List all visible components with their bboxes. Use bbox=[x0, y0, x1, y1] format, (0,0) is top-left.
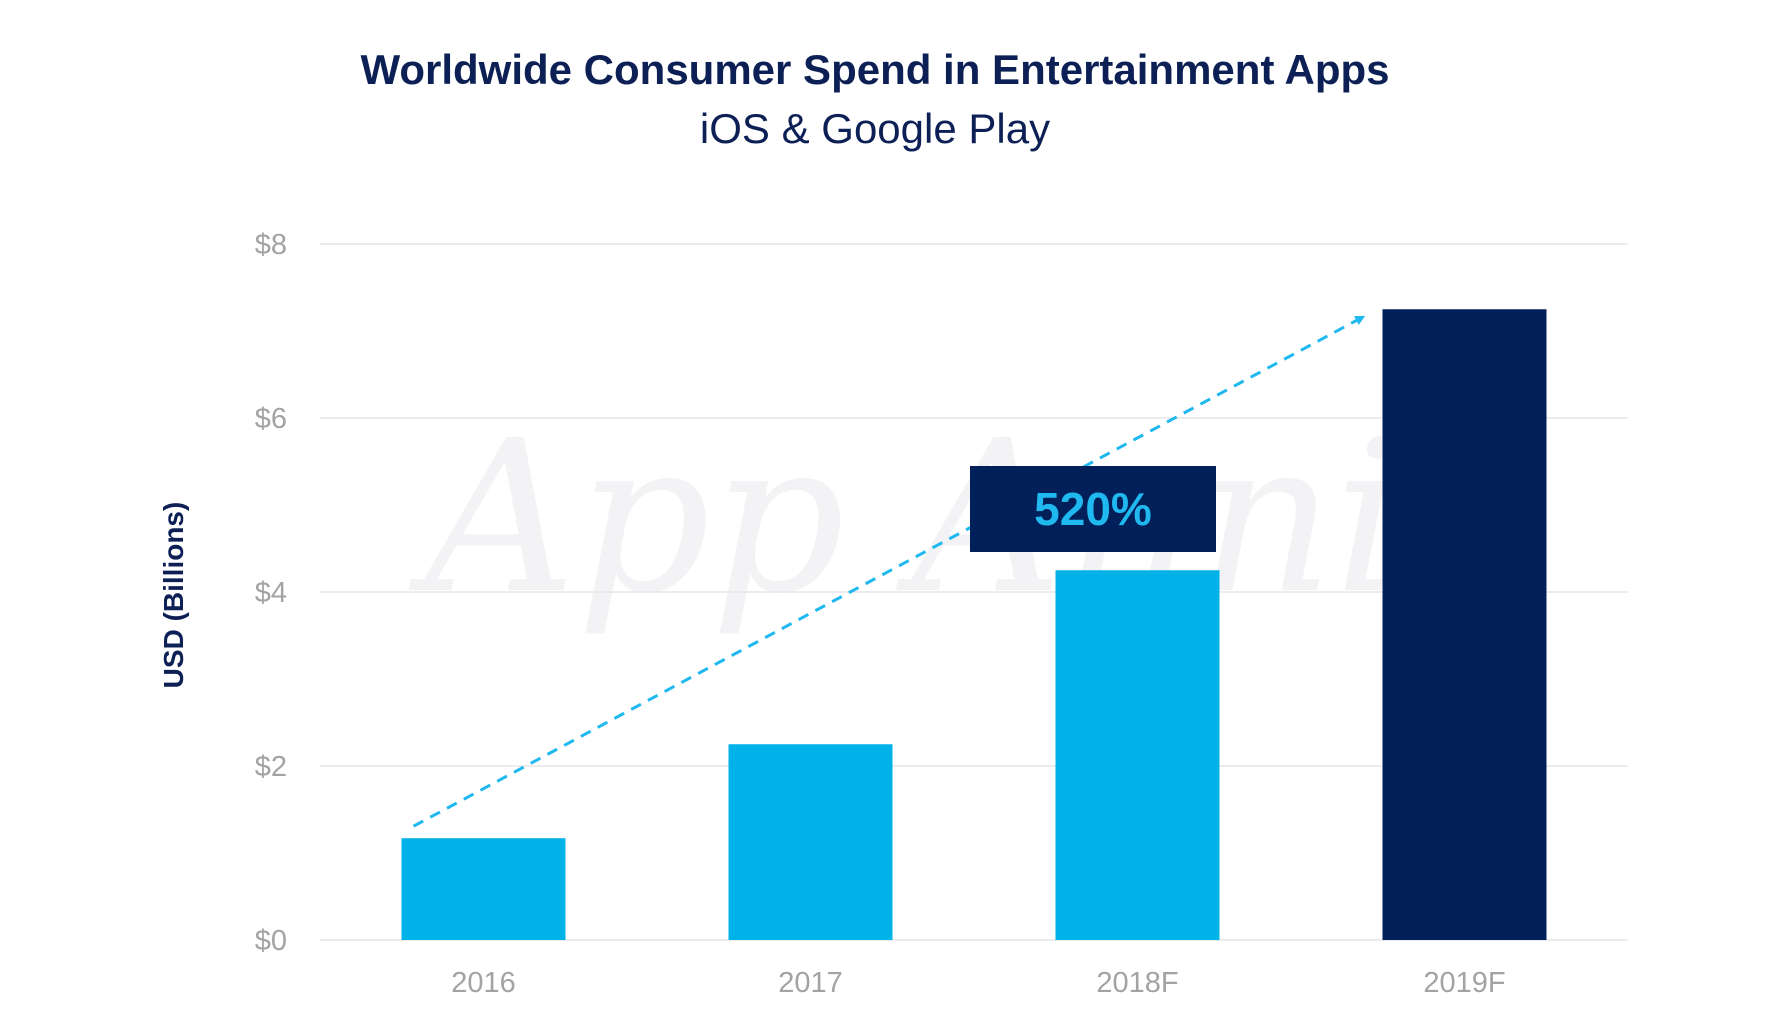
y-tick-label: $8 bbox=[255, 229, 287, 261]
bars bbox=[401, 309, 1547, 940]
x-tick-label: 2016 bbox=[451, 967, 516, 999]
bar-2018F bbox=[1055, 570, 1220, 940]
y-axis-label: USD (Billions) bbox=[158, 502, 189, 689]
y-tick-label: $6 bbox=[255, 403, 287, 435]
bar-2016 bbox=[401, 838, 566, 940]
growth-annotation: 520% bbox=[412, 315, 1366, 828]
x-tick-label: 2019F bbox=[1423, 967, 1505, 999]
y-tick-label: $4 bbox=[255, 577, 287, 609]
chart-title: Worldwide Consumer Spend in Entertainmen… bbox=[360, 46, 1389, 93]
y-tick-label: $2 bbox=[255, 751, 287, 783]
bar-2019F bbox=[1382, 309, 1547, 940]
growth-label-box bbox=[970, 466, 1216, 552]
y-tick-label: $0 bbox=[255, 925, 287, 957]
bar-2017 bbox=[728, 744, 893, 940]
y-axis-ticks: $0 $2 $4 $6 $8 bbox=[255, 229, 287, 957]
growth-label: 520% bbox=[1034, 483, 1152, 535]
x-tick-label: 2017 bbox=[778, 967, 843, 999]
x-tick-label: 2018F bbox=[1096, 967, 1178, 999]
growth-arrow bbox=[412, 315, 1366, 828]
chart-subtitle: iOS & Google Play bbox=[700, 105, 1050, 152]
x-axis-ticks: 2016 2017 2018F 2019F bbox=[451, 967, 1505, 999]
watermark: App Annie bbox=[409, 395, 1526, 640]
